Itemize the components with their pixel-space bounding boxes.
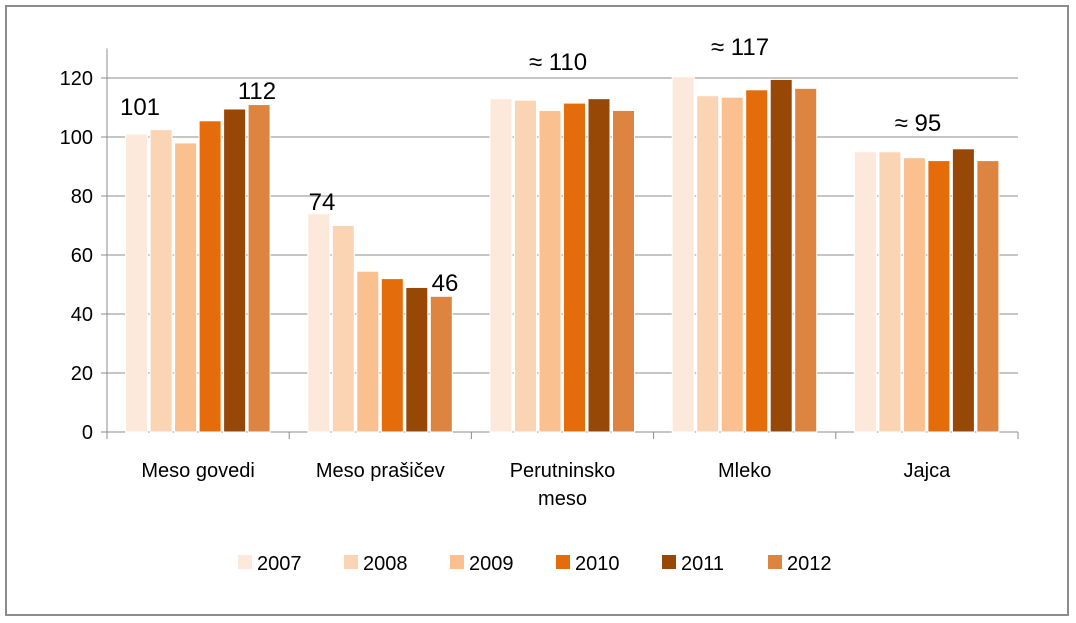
bar [223, 108, 247, 433]
bar [429, 295, 453, 433]
annotation: 101 [120, 94, 160, 121]
legend-swatch [556, 555, 570, 569]
bar [489, 98, 513, 433]
annotation: 112 [238, 78, 276, 105]
x-tick-label: Meso govedi [141, 460, 254, 482]
bar [125, 133, 149, 433]
bar [878, 151, 902, 433]
bar [720, 96, 744, 433]
bar [405, 286, 429, 433]
annotation: 74 [309, 189, 336, 216]
bar [356, 270, 380, 433]
bar [198, 120, 222, 433]
bar [902, 157, 926, 433]
y-tick-label: 80 [71, 186, 93, 208]
bar [671, 76, 695, 433]
x-tick-label: Mleko [718, 460, 771, 482]
annotation: ≈ 110 [529, 49, 587, 76]
legend-swatch [238, 555, 252, 569]
bar [612, 109, 635, 433]
bar [149, 129, 173, 433]
bar [794, 87, 818, 433]
legend-label: 2009 [469, 553, 514, 575]
annotation: ≈ 95 [895, 110, 942, 137]
bar [696, 95, 720, 433]
legend-label: 2012 [787, 553, 832, 575]
bar [174, 142, 198, 433]
bar [951, 148, 975, 433]
y-tick-label: 100 [60, 127, 93, 149]
y-tick-label: 60 [71, 245, 93, 267]
bar [538, 109, 562, 433]
legend-label: 2011 [681, 553, 724, 575]
bar [587, 98, 611, 433]
bar [331, 225, 355, 433]
bar [514, 99, 537, 433]
legend-swatch [344, 555, 358, 569]
legend-label: 2007 [257, 553, 302, 575]
legend-swatch [768, 555, 782, 569]
bar [307, 213, 331, 433]
y-tick-label: 0 [82, 422, 93, 444]
bar [927, 160, 951, 433]
legend-swatch [450, 555, 464, 569]
bar [745, 89, 769, 433]
bar [380, 278, 404, 433]
legend-swatch [662, 555, 676, 569]
bar [769, 78, 793, 433]
legend-label: 2008 [363, 553, 408, 575]
y-tick-label: 120 [60, 68, 93, 90]
bar [247, 104, 271, 433]
y-tick-label: 20 [71, 363, 93, 385]
bar [976, 160, 1000, 433]
x-tick-label: Jajca [904, 460, 952, 482]
bar [853, 151, 877, 433]
x-tick-label: Perutninsko meso [510, 460, 616, 510]
annotation: ≈ 117 [711, 34, 769, 61]
y-tick-label: 40 [71, 304, 93, 326]
legend-label: 2010 [575, 553, 620, 575]
x-tick-label: Meso prašičev [316, 460, 445, 482]
annotation: 46 [432, 270, 459, 297]
bar [563, 102, 586, 433]
